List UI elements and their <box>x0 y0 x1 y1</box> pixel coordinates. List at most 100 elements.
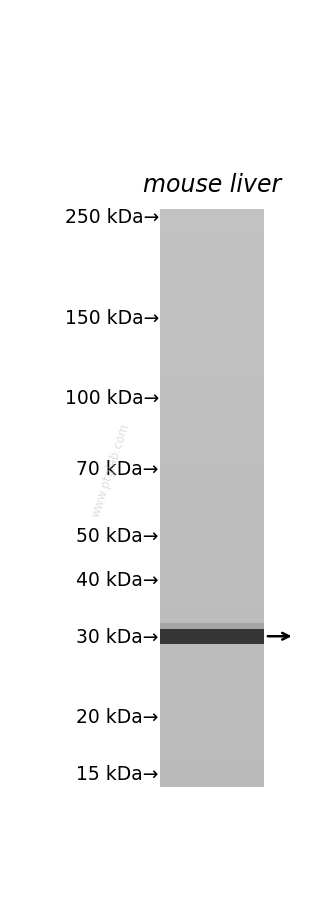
Bar <box>160 506 264 508</box>
Bar <box>160 741 264 743</box>
Bar <box>160 672 264 674</box>
Bar <box>160 725 264 728</box>
Bar <box>160 487 264 489</box>
Bar <box>160 533 264 535</box>
Bar <box>160 689 264 691</box>
Bar <box>160 639 264 641</box>
Bar <box>160 766 264 768</box>
Bar <box>160 281 264 282</box>
Bar <box>160 373 264 375</box>
Bar <box>160 781 264 784</box>
Bar <box>160 279 264 281</box>
Bar <box>160 670 264 672</box>
Bar <box>160 623 264 625</box>
Bar <box>160 294 264 296</box>
Bar <box>160 277 264 279</box>
Bar <box>160 502 264 504</box>
Bar <box>160 764 264 766</box>
Bar <box>160 479 264 481</box>
Bar <box>160 290 264 292</box>
Bar <box>160 448 264 450</box>
Bar <box>160 552 264 554</box>
Bar <box>160 440 264 443</box>
Bar <box>160 733 264 735</box>
Bar <box>160 521 264 523</box>
Bar <box>160 419 264 421</box>
Bar <box>160 728 264 730</box>
Bar <box>160 562 264 564</box>
Bar <box>160 752 264 754</box>
Bar <box>160 703 264 704</box>
Bar <box>160 375 264 377</box>
Text: www.ptglab.com: www.ptglab.com <box>89 421 132 518</box>
Bar <box>160 779 264 781</box>
Bar <box>160 641 264 643</box>
Bar <box>160 630 264 631</box>
Bar <box>160 654 264 657</box>
Bar <box>160 400 264 402</box>
Bar <box>160 284 264 287</box>
Bar <box>160 699 264 701</box>
Bar <box>160 229 264 231</box>
Bar <box>160 716 264 718</box>
Bar <box>160 452 264 454</box>
Bar <box>160 308 264 309</box>
Bar <box>160 216 264 217</box>
Text: 100 kDa→: 100 kDa→ <box>65 389 159 408</box>
Bar <box>160 633 264 635</box>
Bar <box>160 429 264 431</box>
Bar <box>160 485 264 487</box>
Bar <box>160 496 264 499</box>
Bar <box>160 469 264 472</box>
Bar <box>160 226 264 229</box>
Bar <box>160 404 264 406</box>
Bar <box>160 664 264 666</box>
Bar <box>160 443 264 445</box>
Bar <box>160 421 264 423</box>
Bar <box>160 743 264 745</box>
Bar <box>160 304 264 306</box>
Bar <box>160 318 264 319</box>
Bar <box>160 358 264 360</box>
Bar <box>160 603 264 604</box>
Bar <box>160 585 264 587</box>
Bar <box>160 504 264 506</box>
Bar <box>160 300 264 302</box>
Bar <box>160 583 264 585</box>
Bar <box>160 710 264 713</box>
Bar <box>160 548 264 550</box>
Bar <box>160 483 264 485</box>
Bar <box>160 292 264 294</box>
Bar <box>160 244 264 246</box>
Bar <box>160 460 264 462</box>
Bar <box>160 418 264 419</box>
Bar <box>160 620 264 621</box>
Bar <box>160 570 264 572</box>
Bar <box>160 360 264 362</box>
Bar <box>160 263 264 265</box>
Bar <box>160 649 264 650</box>
Bar <box>160 747 264 749</box>
Bar <box>160 389 264 391</box>
Bar <box>160 745 264 747</box>
Bar <box>160 450 264 452</box>
Bar <box>160 356 264 358</box>
Bar <box>160 714 264 716</box>
Bar <box>160 618 264 620</box>
Bar <box>160 369 264 372</box>
Bar <box>160 336 264 338</box>
Bar <box>160 321 264 323</box>
Bar <box>160 275 264 277</box>
Bar <box>160 437 264 438</box>
Bar <box>160 464 264 465</box>
Bar <box>160 631 264 633</box>
Bar <box>160 414 264 416</box>
Bar <box>160 538 264 540</box>
Bar <box>160 693 264 695</box>
Bar <box>160 662 264 664</box>
Bar <box>160 739 264 741</box>
Bar <box>160 238 264 240</box>
Bar <box>160 701 264 703</box>
Bar <box>160 778 264 779</box>
Bar <box>160 425 264 428</box>
